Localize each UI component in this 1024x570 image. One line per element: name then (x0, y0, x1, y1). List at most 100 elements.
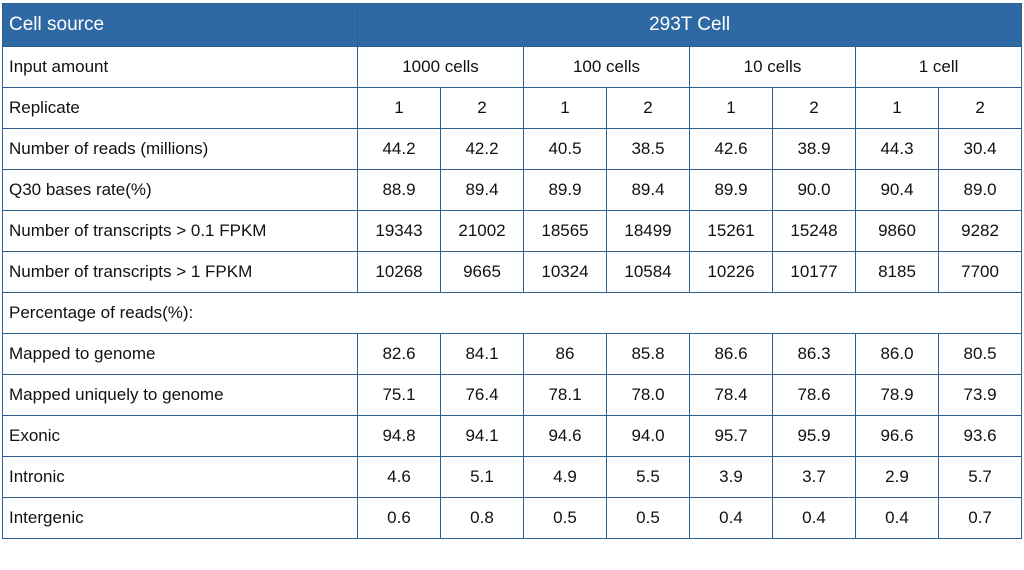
value-cell: 0.6 (357, 497, 441, 539)
table-row: Exonic 94.8 94.1 94.6 94.0 95.7 95.9 96.6 93.6 (2, 415, 1023, 457)
value-cell: 89.4 (440, 169, 524, 211)
table-header-row: Cell source 293T Cell (2, 3, 1023, 47)
value-cell: 0.5 (523, 497, 607, 539)
input-group-label: 1000 cells (357, 46, 524, 88)
value-cell: 80.5 (937, 333, 1023, 375)
sequencing-stats-table: Cell source 293T Cell Input amount 1000 … (1, 3, 1023, 539)
value-cell: 21002 (440, 210, 524, 252)
value-cell: 7700 (937, 251, 1023, 293)
value-cell: 86.0 (855, 333, 939, 375)
replicate-cell: 1 (523, 87, 607, 129)
row-label: Intergenic (2, 497, 358, 539)
table-row: Q30 bases rate(%) 88.9 89.4 89.9 89.4 89.9 90.… (2, 169, 1023, 211)
value-cell: 3.9 (689, 456, 773, 498)
value-cell: 86.6 (689, 333, 773, 375)
table-row: Intergenic 0.6 0.8 0.5 0.5 0.4 0.4 0.4 0.7 (2, 497, 1023, 539)
percentage-section-row: Percentage of reads(%): (1, 292, 1023, 334)
value-cell: 75.1 (357, 374, 441, 416)
row-label: Number of reads (millions) (2, 128, 358, 170)
row-label: Exonic (2, 415, 358, 457)
value-cell: 78.9 (855, 374, 939, 416)
value-cell: 10268 (357, 251, 441, 293)
value-cell: 10584 (606, 251, 690, 293)
row-label: Number of transcripts > 0.1 FPKM (2, 210, 358, 252)
value-cell: 95.9 (772, 415, 856, 457)
row-label: Mapped uniquely to genome (2, 374, 358, 416)
value-cell: 0.8 (440, 497, 524, 539)
value-cell: 78.6 (772, 374, 856, 416)
value-cell: 84.1 (440, 333, 524, 375)
table-row: Number of transcripts > 0.1 FPKM 19343 210… (2, 210, 1023, 252)
value-cell: 94.0 (606, 415, 690, 457)
value-cell: 88.9 (357, 169, 441, 211)
replicate-cell: 2 (772, 87, 856, 129)
value-cell: 10324 (523, 251, 607, 293)
value-cell: 89.0 (937, 169, 1023, 211)
section-label: Percentage of reads(%): (1, 292, 1023, 334)
value-cell: 78.1 (523, 374, 607, 416)
input-group-label: 10 cells (689, 46, 856, 88)
value-cell: 18499 (606, 210, 690, 252)
value-cell: 4.9 (523, 456, 607, 498)
value-cell: 90.4 (855, 169, 939, 211)
value-cell: 30.4 (937, 128, 1023, 170)
value-cell: 0.7 (937, 497, 1023, 539)
value-cell: 73.9 (937, 374, 1023, 416)
value-cell: 40.5 (523, 128, 607, 170)
replicate-cell: 1 (855, 87, 939, 129)
value-cell: 94.8 (357, 415, 441, 457)
replicate-cell: 2 (606, 87, 690, 129)
row-label: Mapped to genome (2, 333, 358, 375)
value-cell: 76.4 (440, 374, 524, 416)
value-cell: 8185 (855, 251, 939, 293)
value-cell: 10177 (772, 251, 856, 293)
value-cell: 42.6 (689, 128, 773, 170)
cell-line-title: 293T Cell (356, 3, 1023, 47)
input-group-label: 100 cells (523, 46, 690, 88)
value-cell: 86.3 (772, 333, 856, 375)
value-cell: 93.6 (937, 415, 1023, 457)
value-cell: 9282 (937, 210, 1023, 252)
value-cell: 96.6 (855, 415, 939, 457)
row-label: Intronic (2, 456, 358, 498)
row-label: Q30 bases rate(%) (2, 169, 358, 211)
table-row: Number of reads (millions) 44.2 42.2 40.5 38… (2, 128, 1023, 170)
value-cell: 10226 (689, 251, 773, 293)
value-cell: 0.4 (855, 497, 939, 539)
row-label: Number of transcripts > 1 FPKM (2, 251, 358, 293)
value-cell: 0.5 (606, 497, 690, 539)
value-cell: 89.9 (689, 169, 773, 211)
value-cell: 86 (523, 333, 607, 375)
value-cell: 94.1 (440, 415, 524, 457)
value-cell: 0.4 (689, 497, 773, 539)
replicate-row: Replicate 1 2 1 2 1 2 1 2 (2, 87, 1023, 129)
value-cell: 89.9 (523, 169, 607, 211)
value-cell: 90.0 (772, 169, 856, 211)
value-cell: 15261 (689, 210, 773, 252)
value-cell: 38.9 (772, 128, 856, 170)
value-cell: 42.2 (440, 128, 524, 170)
row-label: Input amount (2, 46, 358, 88)
value-cell: 5.5 (606, 456, 690, 498)
value-cell: 18565 (523, 210, 607, 252)
value-cell: 9665 (440, 251, 524, 293)
value-cell: 3.7 (772, 456, 856, 498)
value-cell: 94.6 (523, 415, 607, 457)
cell-source-header: Cell source (2, 3, 358, 47)
table-row: Mapped uniquely to genome 75.1 76.4 78.1 78.… (2, 374, 1023, 416)
value-cell: 15248 (772, 210, 856, 252)
value-cell: 4.6 (357, 456, 441, 498)
value-cell: 44.2 (357, 128, 441, 170)
value-cell: 5.1 (440, 456, 524, 498)
value-cell: 2.9 (855, 456, 939, 498)
replicate-cell: 2 (937, 87, 1023, 129)
replicate-cell: 2 (440, 87, 524, 129)
value-cell: 78.4 (689, 374, 773, 416)
value-cell: 19343 (357, 210, 441, 252)
table-row: Intronic 4.6 5.1 4.9 5.5 3.9 3.7 2.9 5.7 (2, 456, 1023, 498)
value-cell: 0.4 (772, 497, 856, 539)
value-cell: 85.8 (606, 333, 690, 375)
replicate-cell: 1 (689, 87, 773, 129)
table-row: Number of transcripts > 1 FPKM 10268 9665 1… (2, 251, 1023, 293)
table-row: Mapped to genome 82.6 84.1 86 85.8 86.6 86.3 86… (2, 333, 1023, 375)
